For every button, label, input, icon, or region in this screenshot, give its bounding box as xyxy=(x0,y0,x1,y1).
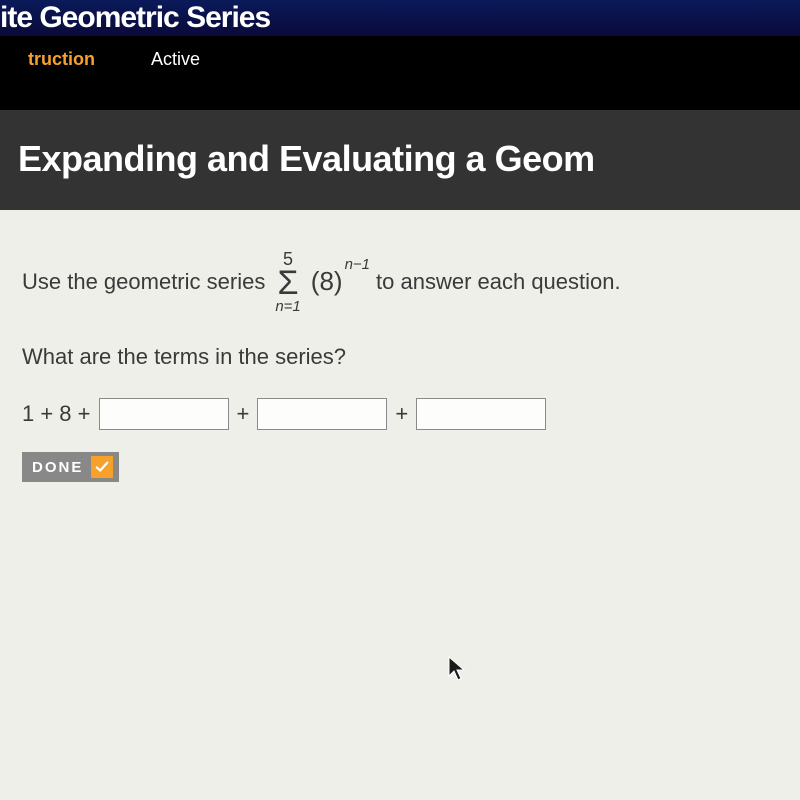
sigma-notation: 5 Σ n=1 xyxy=(275,250,300,314)
window-title-text: ite Geometric Series xyxy=(0,1,270,35)
prompt-line: Use the geometric series 5 Σ n=1 (8) n−1… xyxy=(22,250,778,314)
answer-line: 1 + 8 + + + xyxy=(22,398,778,430)
content-area: Use the geometric series 5 Σ n=1 (8) n−1… xyxy=(0,210,800,800)
plus-sign-2: + xyxy=(395,401,408,427)
term-input-3[interactable] xyxy=(99,398,229,430)
term-input-4[interactable] xyxy=(257,398,387,430)
done-button[interactable]: DONE xyxy=(22,452,119,482)
question-text: What are the terms in the series? xyxy=(22,344,778,370)
sigma-symbol: Σ xyxy=(278,268,299,299)
tabs-row: truction Active xyxy=(0,36,800,82)
checkmark-icon xyxy=(91,456,113,478)
page-title-bar: Expanding and Evaluating a Geom xyxy=(0,110,800,210)
done-button-label: DONE xyxy=(32,459,83,476)
series-base: (8) xyxy=(311,266,343,297)
term-input-5[interactable] xyxy=(416,398,546,430)
sigma-lower-bound: n=1 xyxy=(275,299,300,314)
prompt-after: to answer each question. xyxy=(376,269,621,295)
answer-prefix: 1 + 8 + xyxy=(22,401,91,427)
tab-active-label: Active xyxy=(151,49,200,70)
tab-active[interactable]: Active xyxy=(123,36,228,82)
tab-instruction-label: truction xyxy=(28,49,95,70)
spacer xyxy=(0,82,800,110)
page-title: Expanding and Evaluating a Geom xyxy=(18,138,595,179)
series-exponent: n−1 xyxy=(345,256,370,273)
series-expression: (8) n−1 xyxy=(311,266,370,297)
window-title-strip: ite Geometric Series xyxy=(0,0,800,36)
tab-instruction[interactable]: truction xyxy=(0,36,123,82)
plus-sign-1: + xyxy=(237,401,250,427)
prompt-before: Use the geometric series xyxy=(22,269,265,295)
